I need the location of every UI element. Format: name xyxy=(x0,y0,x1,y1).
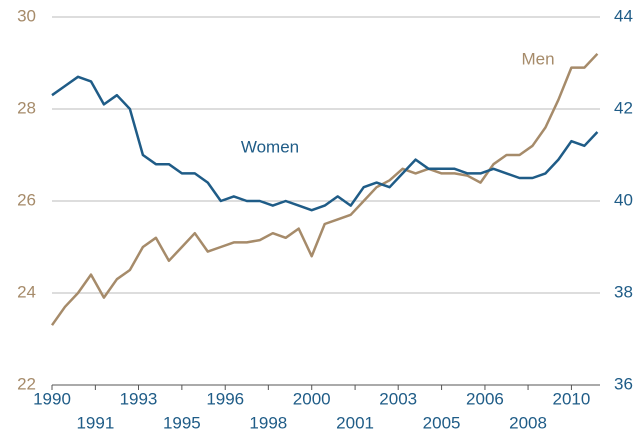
x-tick-label: 1991 xyxy=(76,413,114,432)
y2-tick-label: 36 xyxy=(614,374,633,393)
y2-tick-label: 40 xyxy=(614,190,633,209)
x-tick-label: 2003 xyxy=(379,389,417,408)
y2-tick-label: 44 xyxy=(614,6,633,25)
series-line xyxy=(51,75,599,212)
x-tick-label: 1993 xyxy=(120,389,158,408)
x-tick-label: 1996 xyxy=(206,389,244,408)
x-tick-label: 2005 xyxy=(423,413,461,432)
x-tick-label: 2008 xyxy=(509,413,547,432)
y2-tick-label: 42 xyxy=(614,98,633,117)
y-tick-label: 26 xyxy=(17,190,36,209)
x-tick-label: 1990 xyxy=(33,389,71,408)
y-tick-label: 24 xyxy=(17,282,36,301)
x-tick-label: 2010 xyxy=(553,389,591,408)
series-label: Men xyxy=(521,49,554,68)
y2-tick-label: 38 xyxy=(614,282,633,301)
x-tick-label: 2001 xyxy=(336,413,374,432)
y-tick-label: 30 xyxy=(17,6,36,25)
x-tick-label: 1998 xyxy=(249,413,287,432)
x-tick-label: 2006 xyxy=(466,389,504,408)
x-tick-label: 2000 xyxy=(293,389,331,408)
y-tick-label: 28 xyxy=(17,98,36,117)
x-tick-label: 1995 xyxy=(163,413,201,432)
y-tick-label: 22 xyxy=(17,374,36,393)
series-label: Women xyxy=(241,137,299,156)
series-line xyxy=(50,52,599,326)
